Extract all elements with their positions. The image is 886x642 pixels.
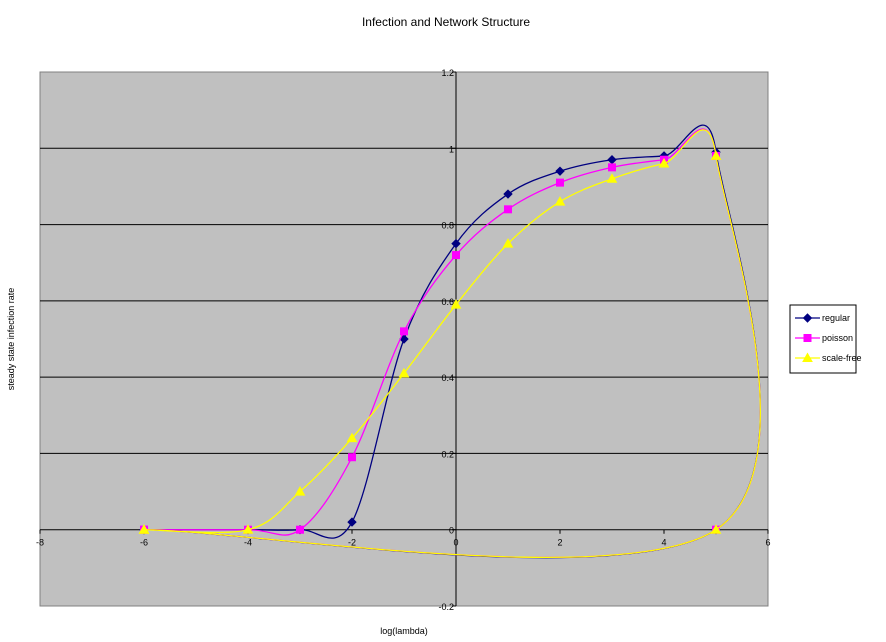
x-tick-label: 6 [765,538,770,548]
legend-square-marker [803,334,812,342]
triangle-marker [658,158,670,168]
diamond-marker [347,517,357,527]
x-tick-label: -4 [244,538,252,548]
square-marker [348,453,356,462]
legend-item-scale-free: scale-free [795,352,862,363]
square-marker [296,525,304,534]
x-tick-label: -8 [36,538,44,548]
triangle-marker [606,173,618,183]
y-tick-label: 0.8 [441,221,454,231]
legend-triangle-marker [802,352,813,362]
legend-label: poisson [822,333,853,343]
legend-box [789,304,857,374]
y-tick-label: -0.2 [438,602,454,612]
legend-label: scale-free [822,353,862,363]
legend-label: regular [822,313,850,323]
y-tick-label: 1.2 [441,68,454,78]
y-tick-label: 0.4 [441,373,454,383]
triangle-marker [554,196,566,206]
y-tick-label: 0.6 [441,297,454,307]
y-tick-label: 0 [449,526,454,536]
triangle-marker [710,150,722,160]
square-marker [400,327,408,336]
x-tick-label: 2 [557,538,562,548]
chart-title: Infection and Network Structure [362,15,530,29]
x-tick-label: 4 [661,538,666,548]
triangle-marker [710,524,722,534]
legend-item-regular: regular [795,313,850,323]
triangle-marker [502,238,514,248]
square-marker [556,178,564,187]
legend-item-poisson: poisson [795,333,853,343]
triangle-marker [294,486,306,496]
series-layer [138,124,761,559]
legend: regular poisson scale-free [789,304,862,374]
x-tick-label: -2 [348,538,356,548]
square-marker [452,251,460,260]
x-axis-label: log(lambda) [380,626,428,636]
square-marker [504,205,512,214]
diamond-marker [451,238,461,249]
triangle-marker [242,524,254,534]
series-scale-free [138,129,761,559]
triangle-marker [450,299,462,309]
legend-diamond-marker [802,313,813,323]
axes: -8 -6 -4 -2 0 2 4 6 -0.2 0 0.2 0.4 0.6 0.8 1 1.2 [36,68,771,612]
diamond-marker [503,189,513,199]
y-tick-label: 1 [449,144,454,154]
y-tick-label: 0.2 [441,449,454,459]
triangle-marker [346,432,358,443]
triangle-marker [138,524,150,534]
x-tick-label: 0 [453,538,458,548]
diamond-marker [555,166,565,176]
y-axis-label: steady state infection rate [6,288,16,391]
x-tick-label: -6 [140,538,148,548]
square-marker [608,163,616,172]
triangle-marker [398,367,410,378]
